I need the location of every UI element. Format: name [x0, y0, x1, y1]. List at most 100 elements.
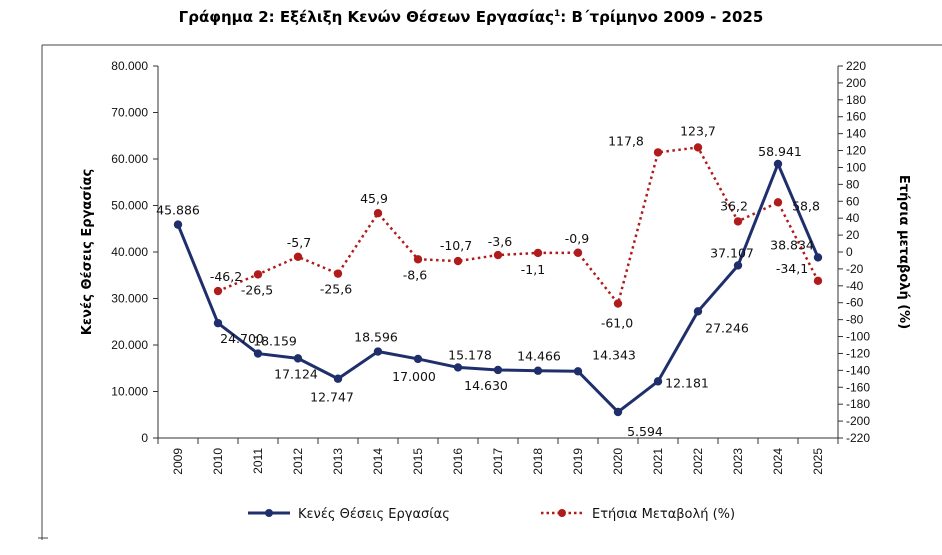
data-label-vacancies: 14.630: [464, 378, 508, 393]
y2-tick-label: 20: [846, 228, 860, 242]
series-layer: [173, 143, 823, 417]
data-label-vacancies: 5.594: [627, 424, 663, 439]
data-label-vacancies: 38.834: [770, 237, 814, 252]
y-tick-label: 70.000: [111, 106, 148, 120]
data-label-vacancies: 15.178: [448, 347, 492, 362]
point-vacancies: [573, 367, 583, 376]
y2-tick-label: 140: [846, 127, 866, 141]
point-annual-change: [533, 248, 543, 258]
point-vacancies: [173, 220, 183, 229]
point-vacancies: [613, 407, 623, 417]
point-vacancies: [413, 354, 423, 364]
data-label-annual-change: -1,1: [521, 262, 545, 277]
x-tick-label: 2022: [691, 448, 705, 475]
point-annual-change: [573, 248, 583, 257]
x-tick-label: 2017: [491, 448, 505, 475]
data-label-vacancies: 14.466: [517, 349, 561, 364]
point-annual-change: [333, 269, 343, 278]
point-vacancies: [653, 377, 663, 386]
x-tick-label: 2018: [531, 448, 545, 475]
data-label-annual-change: 36,2: [720, 198, 748, 213]
point-vacancies: [253, 349, 263, 358]
y-tick-label: 80.000: [111, 59, 148, 73]
data-label-vacancies: 37.107: [710, 245, 754, 260]
point-vacancies: [293, 354, 303, 363]
x-tick-label: 2019: [571, 448, 585, 475]
point-annual-change: [213, 286, 223, 296]
data-label-vacancies: 12.747: [310, 390, 354, 405]
point-annual-change: [413, 255, 423, 264]
chart-title-footnote-mark: 1: [553, 9, 561, 19]
y2-tick-label: 120: [846, 144, 866, 158]
y-tick-label: 40.000: [111, 245, 148, 259]
x-tick-label: 2021: [651, 448, 665, 475]
x-tick-label: 2024: [771, 448, 785, 475]
y2-axis-label: Ετήσια μεταβολή (%): [896, 175, 911, 329]
y2-tick-label: -120: [846, 346, 870, 360]
x-tick-label: 2020: [611, 448, 625, 475]
data-label-annual-change: -8,6: [403, 267, 427, 282]
data-label-vacancies: 18.159: [253, 334, 297, 349]
series-line-annual-change: [217, 146, 820, 307]
chart-title: Γράφημα 2: Εξέλιξη Κενών Θέσεων Εργασίας…: [0, 8, 942, 26]
x-tick-label: 2009: [171, 448, 185, 475]
chart-title-text: Γράφημα 2: Εξέλιξη Κενών Θέσεων Εργασίας: [178, 8, 554, 26]
y2-tick-label: -20: [846, 262, 864, 276]
data-label-annual-change: 123,7: [680, 123, 716, 138]
y2-tick-label: 160: [846, 110, 866, 124]
x-tick-label: 2016: [451, 448, 465, 475]
y2-tick-label: 100: [846, 160, 866, 174]
y2-tick-label: 0: [846, 245, 853, 259]
point-vacancies: [493, 365, 503, 375]
point-annual-change: [453, 256, 463, 266]
point-annual-change: [693, 143, 703, 152]
y2-tick-label: -140: [846, 363, 870, 377]
point-annual-change: [373, 208, 383, 218]
data-label-vacancies: 17.000: [392, 369, 436, 384]
data-label-annual-change: 45,9: [360, 191, 388, 206]
x-tick-label: 2010: [211, 448, 225, 475]
point-annual-change: [773, 198, 783, 207]
data-label-annual-change: 58,8: [792, 198, 820, 213]
point-vacancies: [373, 347, 383, 356]
x-tick-label: 2012: [291, 448, 305, 475]
y2-tick-label: 220: [846, 59, 866, 73]
legend-marker-vacancies: [265, 509, 273, 517]
point-annual-change: [653, 148, 663, 157]
data-label-vacancies: 17.124: [274, 366, 318, 381]
y2-tick-label: 80: [846, 177, 860, 191]
y2-tick-label: -160: [846, 380, 870, 394]
y-tick-label: 30.000: [111, 292, 148, 306]
point-vacancies: [693, 307, 703, 316]
x-tick-label: 2023: [731, 448, 745, 475]
data-label-annual-change: 117,8: [608, 133, 644, 148]
data-label-annual-change: -26,5: [241, 282, 273, 297]
point-vacancies: [773, 159, 783, 169]
y2-tick-label: -100: [846, 330, 870, 344]
y2-tick-label: -220: [846, 431, 870, 445]
y2-tick-label: 60: [846, 194, 860, 208]
data-label-annual-change: -46,2: [210, 269, 242, 284]
y2-tick-label: -180: [846, 397, 870, 411]
point-vacancies: [333, 374, 343, 383]
y2-tick-label: -60: [846, 296, 864, 310]
data-label-annual-change: -0,9: [565, 231, 589, 246]
point-annual-change: [253, 270, 263, 279]
legend-label-annual-change: Ετήσια Μεταβολή (%): [592, 507, 735, 522]
point-annual-change: [293, 252, 303, 262]
data-label-vacancies: 18.596: [354, 330, 398, 345]
data-label-annual-change: -3,6: [488, 234, 512, 249]
data-label-annual-change: -34,1: [776, 261, 808, 276]
data-label-annual-change: -5,7: [287, 235, 311, 250]
data-label-annual-change: -25,6: [320, 282, 352, 297]
legend: Κενές Θέσεις Εργασίας Ετήσια Μεταβολή (%…: [248, 507, 735, 522]
x-tick-label: 2013: [331, 448, 345, 475]
x-tick-label: 2014: [371, 448, 385, 475]
x-tick-label: 2015: [411, 448, 425, 475]
point-vacancies: [213, 318, 223, 328]
x-tick-label: 2025: [811, 448, 825, 475]
y2-tick-label: 180: [846, 93, 866, 107]
data-label-annual-change: -61,0: [601, 316, 633, 331]
y-tick-label: 10.000: [111, 385, 148, 399]
y2-tick-label: 40: [846, 211, 860, 225]
